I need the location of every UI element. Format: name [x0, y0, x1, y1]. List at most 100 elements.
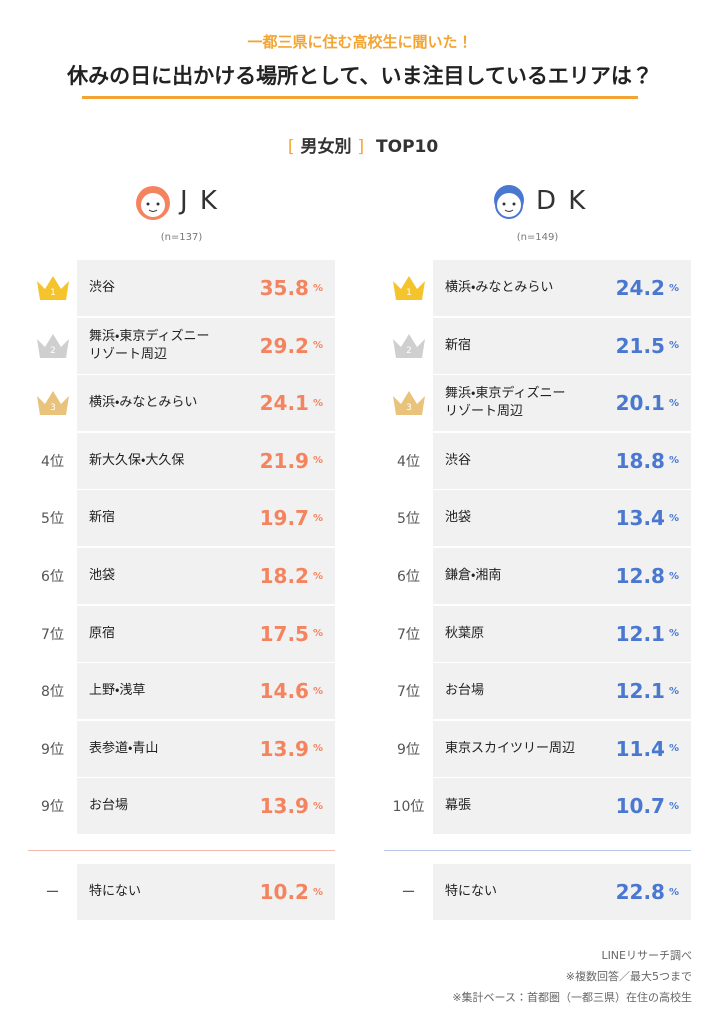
value: 17.5% — [260, 606, 323, 662]
value-number: 19.7 — [259, 506, 309, 531]
section-heading: [男女別] TOP10 — [0, 132, 720, 157]
rank: 7位 — [41, 626, 64, 643]
value: 21.5% — [616, 318, 679, 374]
row: 横浜・みなとみらい 24.1% — [77, 375, 335, 432]
value-number: 18.2 — [259, 564, 309, 588]
row: お台場 13.9% — [77, 778, 335, 835]
value: 12.1% — [616, 663, 679, 719]
crown-rank: 1 — [50, 288, 56, 298]
area-name: 秋葉原 — [445, 625, 485, 641]
rank: 1 — [28, 260, 77, 316]
title-underline — [82, 96, 638, 99]
value-number: 17.5 — [259, 621, 309, 646]
area-name: 渋谷 — [89, 280, 116, 295]
unit: % — [668, 685, 679, 697]
rank: 4位 — [397, 453, 420, 470]
row: 秋葉原 12.1% — [433, 605, 691, 662]
value-number: 24.1 — [259, 391, 309, 416]
rank: 3 — [28, 375, 77, 431]
row: 新宿 19.7% — [77, 490, 335, 547]
unit: % — [668, 397, 679, 409]
rank: 1 — [384, 260, 433, 316]
area-name: 池袋 — [89, 568, 116, 583]
section-title: TOP10 — [376, 137, 439, 157]
row: 上野・浅草 14.6% — [77, 663, 335, 720]
unit: % — [312, 340, 323, 352]
unit: % — [668, 800, 679, 812]
footnote: LINEリサーチ調べ — [601, 949, 692, 962]
unit: % — [668, 628, 679, 640]
area-name: 幕張 — [445, 798, 472, 814]
value: 19.7% — [260, 490, 323, 546]
area-name: 上野・浅草 — [89, 683, 146, 699]
crown-rank: 3 — [406, 403, 412, 413]
rank: ー — [401, 885, 416, 901]
area-name: 舞浜・東京ディズニー リゾート周辺 — [445, 386, 566, 420]
title: 休みの日に出かける場所として、いま注目しているエリアは？ — [67, 64, 653, 88]
area-name: 池袋 — [445, 510, 472, 526]
crown-rank: 3 — [50, 403, 56, 413]
rank: 9位 — [397, 741, 420, 758]
crown: 2 — [36, 333, 69, 358]
rank: 10位 — [392, 799, 425, 816]
area-name: 新宿 — [445, 337, 472, 353]
value-number: 13.9 — [259, 794, 309, 819]
rank: 2 — [384, 318, 433, 374]
area-name: 渋谷 — [445, 452, 472, 468]
row: 特にない 10.2% — [77, 864, 335, 920]
value: 24.1% — [260, 375, 323, 431]
area-name: 原宿 — [89, 625, 116, 641]
unit: % — [312, 743, 323, 755]
crown: 3 — [392, 391, 425, 416]
value-number: 10.7 — [615, 794, 665, 819]
area-name: 特にない — [89, 884, 142, 899]
area-name: 東京スカイツリー周辺 — [445, 740, 576, 756]
row: 原宿 17.5% — [77, 605, 335, 662]
row: 池袋 13.4% — [433, 490, 691, 547]
area-name: 新宿 — [89, 510, 116, 526]
area-name: お台場 — [445, 683, 485, 699]
rank: 5位 — [41, 511, 64, 528]
row: 新大久保・大久保 21.9% — [77, 432, 335, 489]
unit: % — [312, 570, 323, 582]
row: 舞浜・東京ディズニー リゾート周辺 29.2% — [77, 317, 335, 374]
row: 東京スカイツリー周辺 11.4% — [433, 720, 691, 777]
rank: 4位 — [41, 453, 64, 470]
value: 12.8% — [616, 548, 679, 604]
avatar-icon — [133, 183, 173, 223]
value-number: 13.4 — [615, 506, 665, 531]
value-number: 22.8 — [615, 880, 665, 904]
footnote: ※複数回答／最大5つまで — [565, 970, 692, 983]
bracket: ] — [357, 137, 365, 157]
avatar — [494, 185, 524, 219]
value: 10.2% — [260, 864, 323, 920]
rank: 9位 — [41, 799, 64, 816]
group-name: D K — [536, 186, 588, 216]
value: 29.2% — [260, 318, 323, 374]
value: 14.6% — [260, 663, 323, 719]
row: 新宿 21.5% — [433, 317, 691, 374]
value-number: 35.8 — [259, 276, 309, 300]
unit: % — [668, 340, 679, 352]
crown-rank: 2 — [50, 346, 56, 356]
value: 22.8% — [616, 864, 679, 920]
footnote: ※集計ベース：首都圏（一都三県）在住の高校生 — [452, 991, 692, 1004]
subtitle: 一都三県に住む高校生に聞いた！ — [247, 33, 473, 51]
crown: 1 — [392, 276, 425, 300]
row: 渋谷 18.8% — [433, 432, 691, 489]
value-number: 11.4 — [615, 736, 665, 761]
value-number: 14.6 — [259, 679, 309, 704]
value: 13.4% — [616, 490, 679, 546]
row: 鎌倉・湘南 12.8% — [433, 548, 691, 604]
row: 特にない 22.8% — [433, 864, 691, 920]
value: 35.8% — [260, 260, 323, 316]
area-name: 特にない — [445, 884, 498, 899]
value-number: 24.2 — [615, 276, 665, 300]
area-name: 鎌倉・湘南 — [445, 568, 502, 583]
crown: 2 — [392, 333, 425, 358]
row: 幕張 10.7% — [433, 778, 691, 835]
value: 24.2% — [616, 260, 679, 316]
row: 横浜・みなとみらい 24.2% — [433, 260, 691, 316]
value: 20.1% — [616, 375, 679, 431]
value-number: 21.9 — [259, 448, 309, 473]
